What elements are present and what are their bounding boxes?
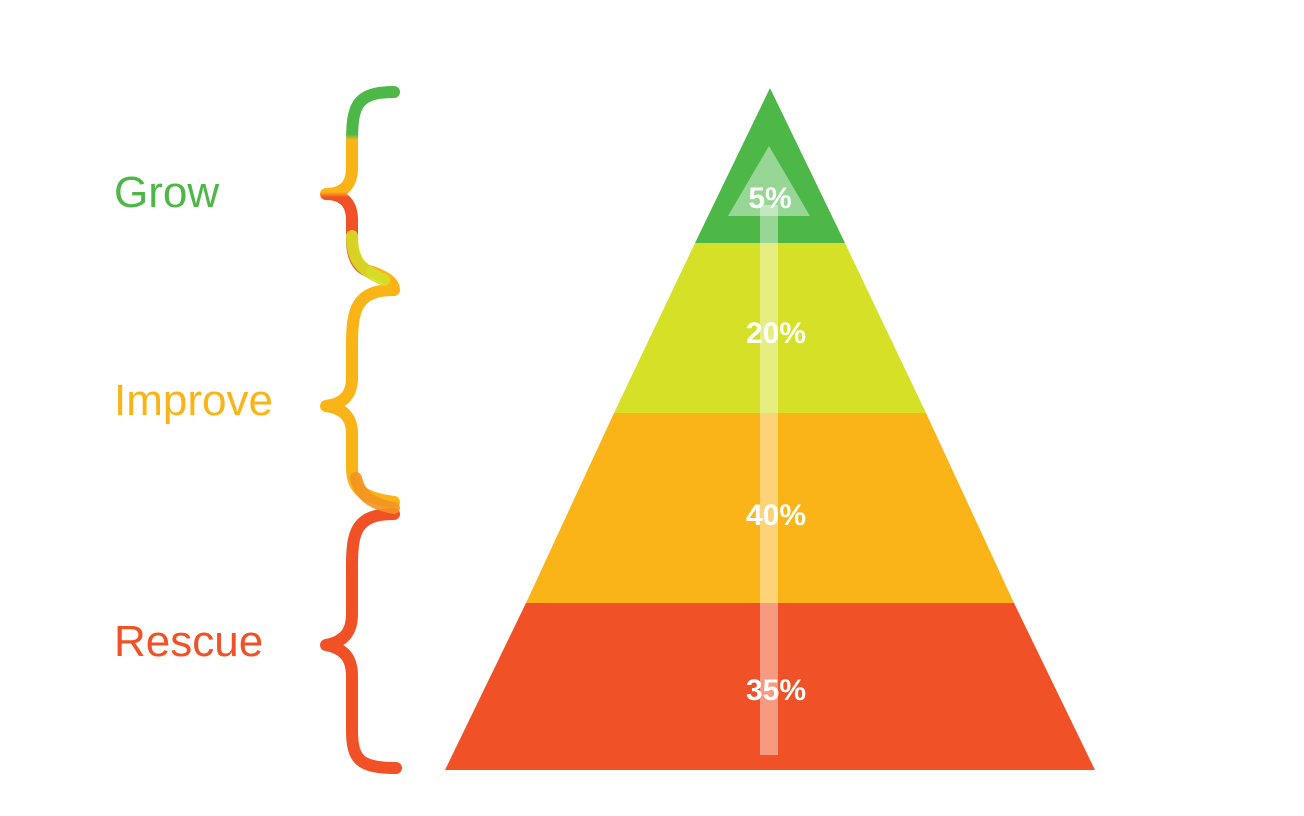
- brace-grow: [320, 86, 400, 278]
- pyramid-tier-lower-improve: [526, 413, 1014, 603]
- brace-improve: [320, 266, 400, 508]
- brace-join-lower: [350, 472, 400, 514]
- pyramid-tier-grow: [695, 88, 845, 243]
- brace-join-upper: [346, 230, 390, 286]
- upward-arrow-icon: [728, 146, 810, 755]
- group-label-improve: Improve: [114, 376, 273, 425]
- pyramid-tier-rescue: [445, 603, 1095, 770]
- tier-label-upper-improve: 20%: [746, 317, 806, 350]
- group-braces: [320, 86, 402, 774]
- pyramid: [445, 88, 1095, 770]
- tier-label-rescue: 35%: [746, 674, 806, 707]
- group-label-rescue: Rescue: [114, 617, 263, 666]
- brace-rescue: [320, 508, 402, 774]
- pyramid-tier-upper-improve: [614, 243, 926, 413]
- tier-label-lower-improve: 40%: [746, 499, 806, 532]
- tier-label-grow: 5%: [748, 182, 791, 215]
- group-label-grow: Grow: [114, 168, 219, 217]
